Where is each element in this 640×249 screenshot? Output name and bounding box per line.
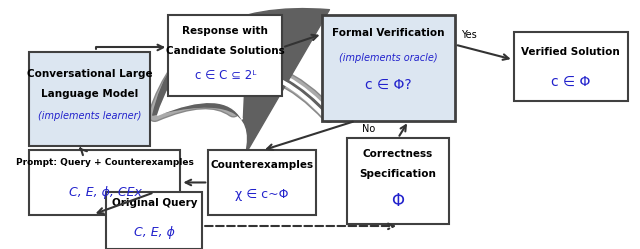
FancyBboxPatch shape <box>29 52 150 145</box>
Text: Prompt: Query + Counterexamples: Prompt: Query + Counterexamples <box>16 158 194 167</box>
Text: Formal Verification: Formal Verification <box>332 28 445 38</box>
Text: c ∈ C ⊆ 2ᴸ: c ∈ C ⊆ 2ᴸ <box>195 69 256 82</box>
Text: Yes: Yes <box>461 30 477 40</box>
FancyBboxPatch shape <box>106 192 202 249</box>
Text: (implements learner): (implements learner) <box>38 111 141 121</box>
Text: Specification: Specification <box>360 169 436 179</box>
Text: No: No <box>362 124 375 134</box>
Text: c ∈ Φ?: c ∈ Φ? <box>365 78 412 92</box>
Text: C, E, ϕ, CEx: C, E, ϕ, CEx <box>68 186 141 199</box>
Text: (implements oracle): (implements oracle) <box>339 53 438 63</box>
Text: χ ∈ c~Φ: χ ∈ c~Φ <box>236 188 289 201</box>
Text: c ∈ Φ: c ∈ Φ <box>551 74 590 88</box>
Text: Candidate Solutions: Candidate Solutions <box>166 46 285 56</box>
Text: Original Query: Original Query <box>111 198 197 208</box>
FancyBboxPatch shape <box>208 150 316 214</box>
Text: Language Model: Language Model <box>41 89 138 99</box>
Text: Counterexamples: Counterexamples <box>211 160 314 170</box>
Text: Φ: Φ <box>392 192 404 210</box>
FancyBboxPatch shape <box>347 138 449 224</box>
Text: Conversational Large: Conversational Large <box>27 69 152 79</box>
Text: Response with: Response with <box>182 26 268 36</box>
Text: C, E, ϕ: C, E, ϕ <box>134 227 175 240</box>
FancyBboxPatch shape <box>513 32 628 101</box>
FancyBboxPatch shape <box>29 150 180 214</box>
Text: Verified Solution: Verified Solution <box>521 47 620 57</box>
Text: Correctness: Correctness <box>363 149 433 159</box>
FancyBboxPatch shape <box>323 15 455 121</box>
FancyBboxPatch shape <box>168 15 282 96</box>
